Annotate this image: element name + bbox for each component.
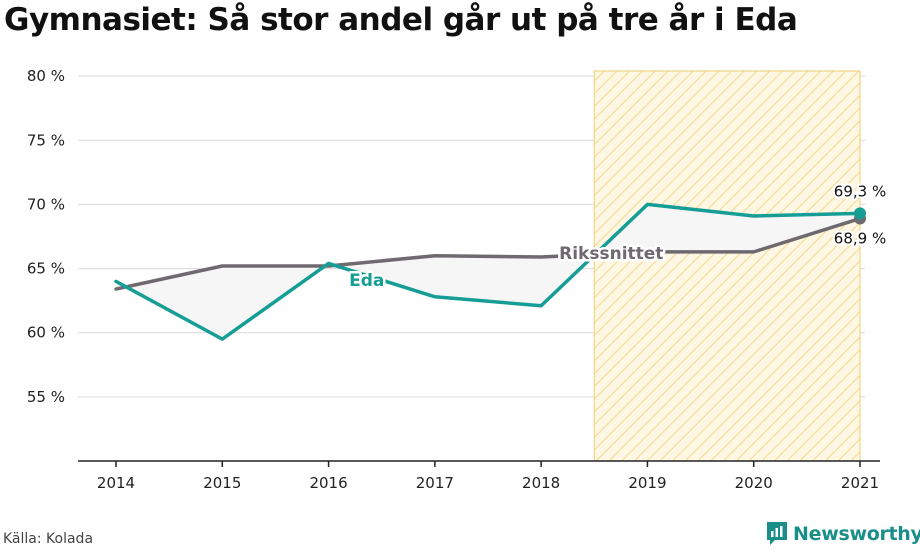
end-value-label-eda: 69,3 % (834, 182, 886, 200)
y-tick-label: 80 % (27, 67, 65, 85)
source-note: Källa: Kolada (3, 531, 94, 547)
end-point-eda (854, 207, 866, 220)
x-tick-label: 2016 (309, 474, 347, 492)
series-line-rikssnittet (114, 216, 862, 291)
y-tick-label: 60 % (27, 324, 65, 342)
y-tick-label: 65 % (27, 260, 65, 278)
brand-logo: Newsworthy (765, 520, 920, 547)
x-tick-label: 2015 (203, 474, 241, 492)
series-label-eda: Eda (349, 271, 384, 291)
x-tick-label: 2017 (416, 474, 454, 492)
line-chart: 55 % 60 % 65 % 70 % 75 % 80 % 2014 2015 2016 2017… (27, 67, 888, 492)
brand-name: Newsworthy (793, 522, 920, 545)
series-line-eda (114, 202, 862, 341)
y-tick-label: 70 % (27, 195, 65, 213)
x-tick-label: 2014 (97, 474, 135, 492)
end-value-label-rikssnittet: 68,9 % (834, 230, 886, 248)
series-label-rikssnittet: Rikssnittet (559, 244, 663, 264)
x-tick-label: 2019 (628, 474, 666, 492)
chart-title: Gymnasiet: Så stor andel går ut på tre å… (4, 2, 798, 38)
x-tick-label: 2021 (841, 474, 879, 492)
y-tick-label: 55 % (27, 388, 65, 406)
highlight-period (593, 70, 861, 462)
x-tick-label: 2020 (735, 474, 773, 492)
newsworthy-icon (767, 522, 787, 545)
x-tick-label: 2018 (522, 474, 560, 492)
y-tick-label: 75 % (27, 131, 65, 149)
difference-area (116, 204, 860, 340)
